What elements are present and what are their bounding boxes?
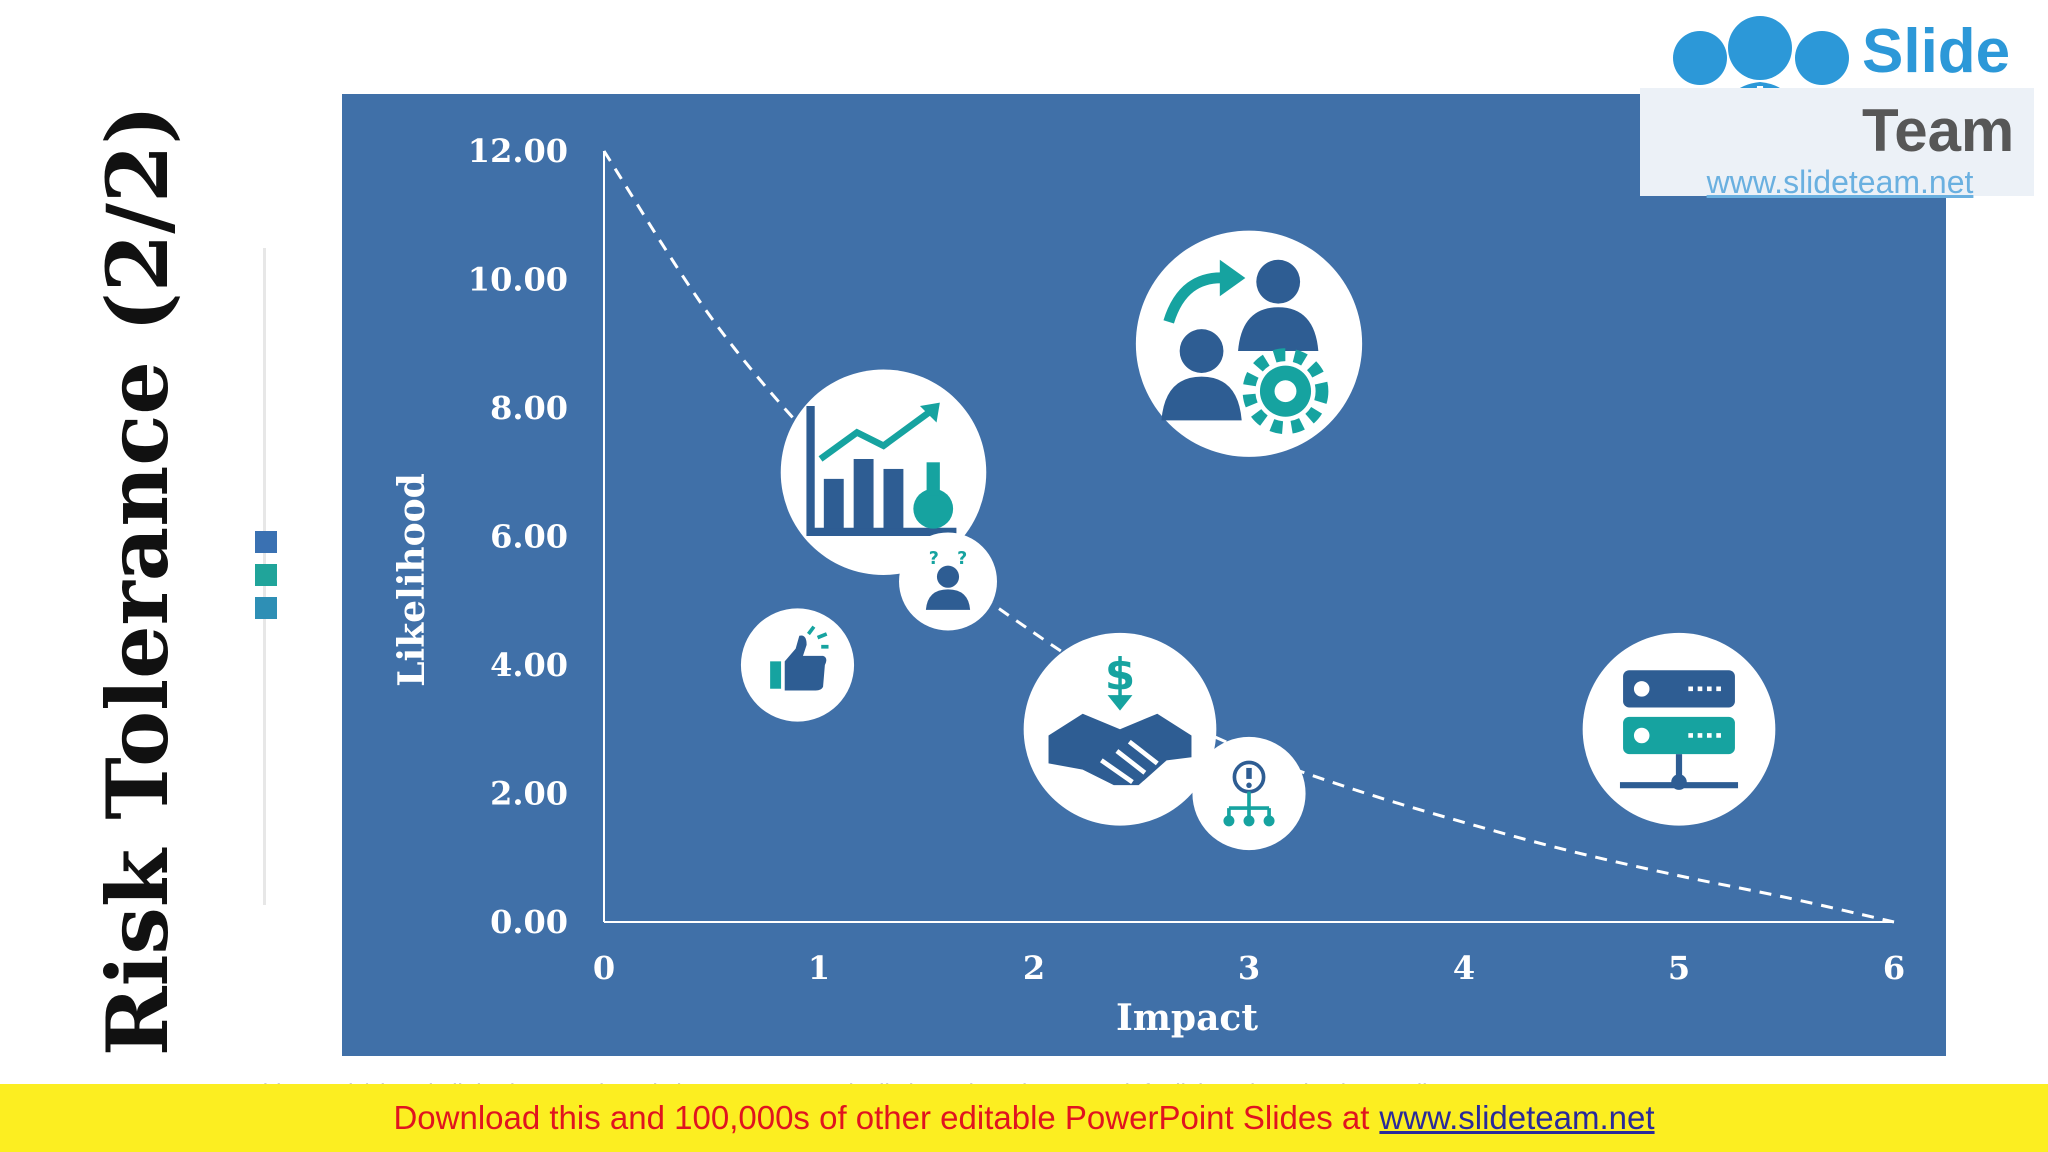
y-tick-label: 4.00 [490, 646, 568, 684]
y-axis-title: Likelihood [391, 473, 433, 687]
banner-text: Download this and 100,000s of other edit… [393, 1099, 1370, 1136]
confused-person-icon: ?? [925, 549, 971, 610]
risk-hierarchy-icon [1223, 760, 1275, 827]
banner-link[interactable]: www.slideteam.net [1379, 1099, 1655, 1136]
x-tick-label: 3 [1238, 949, 1260, 987]
x-axis-title: Impact [1116, 997, 1258, 1039]
y-tick-label: 0.00 [490, 903, 568, 941]
slide-title-text: Risk Tolerance (2/2) [88, 104, 188, 1056]
team-management-icon [1161, 259, 1329, 435]
download-banner: Download this and 100,000s of other edit… [0, 1084, 2048, 1152]
accent-square-teal [255, 564, 277, 586]
y-tick-label: 6.00 [490, 518, 568, 556]
y-tick-label: 8.00 [490, 389, 568, 427]
trend-curve [602, 150, 1895, 924]
y-tick-label: 12.00 [468, 132, 568, 170]
x-tick-label: 5 [1668, 949, 1690, 987]
x-tick-label: 4 [1453, 949, 1475, 987]
x-tick-label: 2 [1023, 949, 1045, 987]
accent-square-cyan [255, 597, 277, 619]
x-tick-label: 0 [593, 949, 615, 987]
logo-word-team: Team [1862, 97, 2015, 164]
logo-url-link[interactable]: www.slideteam.net [1706, 164, 1974, 200]
accent-square-blue [255, 531, 277, 553]
svg-text:?: ? [957, 549, 967, 569]
bubble-chart[interactable]: 0.00 2.00 4.00 6.00 8.00 10.00 12.00 0 1 2 3 4 5 6 Imp… [342, 94, 1946, 1056]
slide-title: Risk Tolerance (2/2) [80, 104, 195, 1055]
thumbs-up-icon [770, 625, 829, 691]
svg-text:?: ? [929, 549, 939, 569]
svg-text:$: $ [1105, 650, 1135, 700]
y-tick-label: 10.00 [468, 261, 568, 299]
x-tick-label: 6 [1883, 949, 1905, 987]
chart-panel: 0.00 2.00 4.00 6.00 8.00 10.00 12.00 0 1 2 3 4 5 6 Imp… [342, 94, 1946, 1056]
growth-chart-icon [806, 402, 957, 537]
logo-background [1640, 88, 2034, 196]
x-tick-label: 1 [808, 949, 830, 987]
logo-word-slide: Slide [1862, 17, 2011, 86]
handshake-money-icon: $ [1048, 650, 1192, 786]
y-tick-label: 2.00 [490, 775, 568, 813]
server-network-icon [1619, 670, 1739, 790]
